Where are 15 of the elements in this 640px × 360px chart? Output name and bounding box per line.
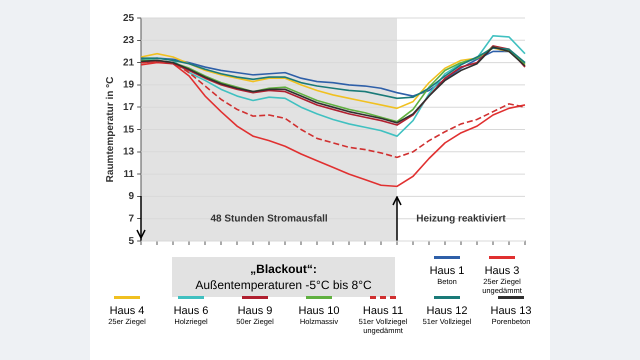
text: „Blackout“: Außentemperaturen -5°C bis 8°C (194, 261, 373, 293)
y-tick-label: 17 (123, 102, 135, 113)
y-tick-label: 5 (128, 236, 135, 247)
y-tick-label: 21 (123, 57, 135, 68)
y-tick-label: 13 (123, 146, 135, 158)
y-tick-label: 19 (123, 80, 135, 91)
y-tick-label: 25 (123, 12, 135, 24)
y-tick-label: 11 (124, 168, 135, 180)
y-axis-title: Raumtemperatur in °C (104, 76, 116, 182)
y-tick-label: 23 (123, 35, 135, 46)
annotation: 48 Stunden Stromausfall (210, 213, 328, 224)
y-tick-label: 7 (128, 213, 135, 224)
y-tick-label: 15 (123, 124, 135, 136)
annotation: Heizung reaktiviert (416, 213, 506, 224)
y-tick-label: 9 (128, 191, 135, 202)
